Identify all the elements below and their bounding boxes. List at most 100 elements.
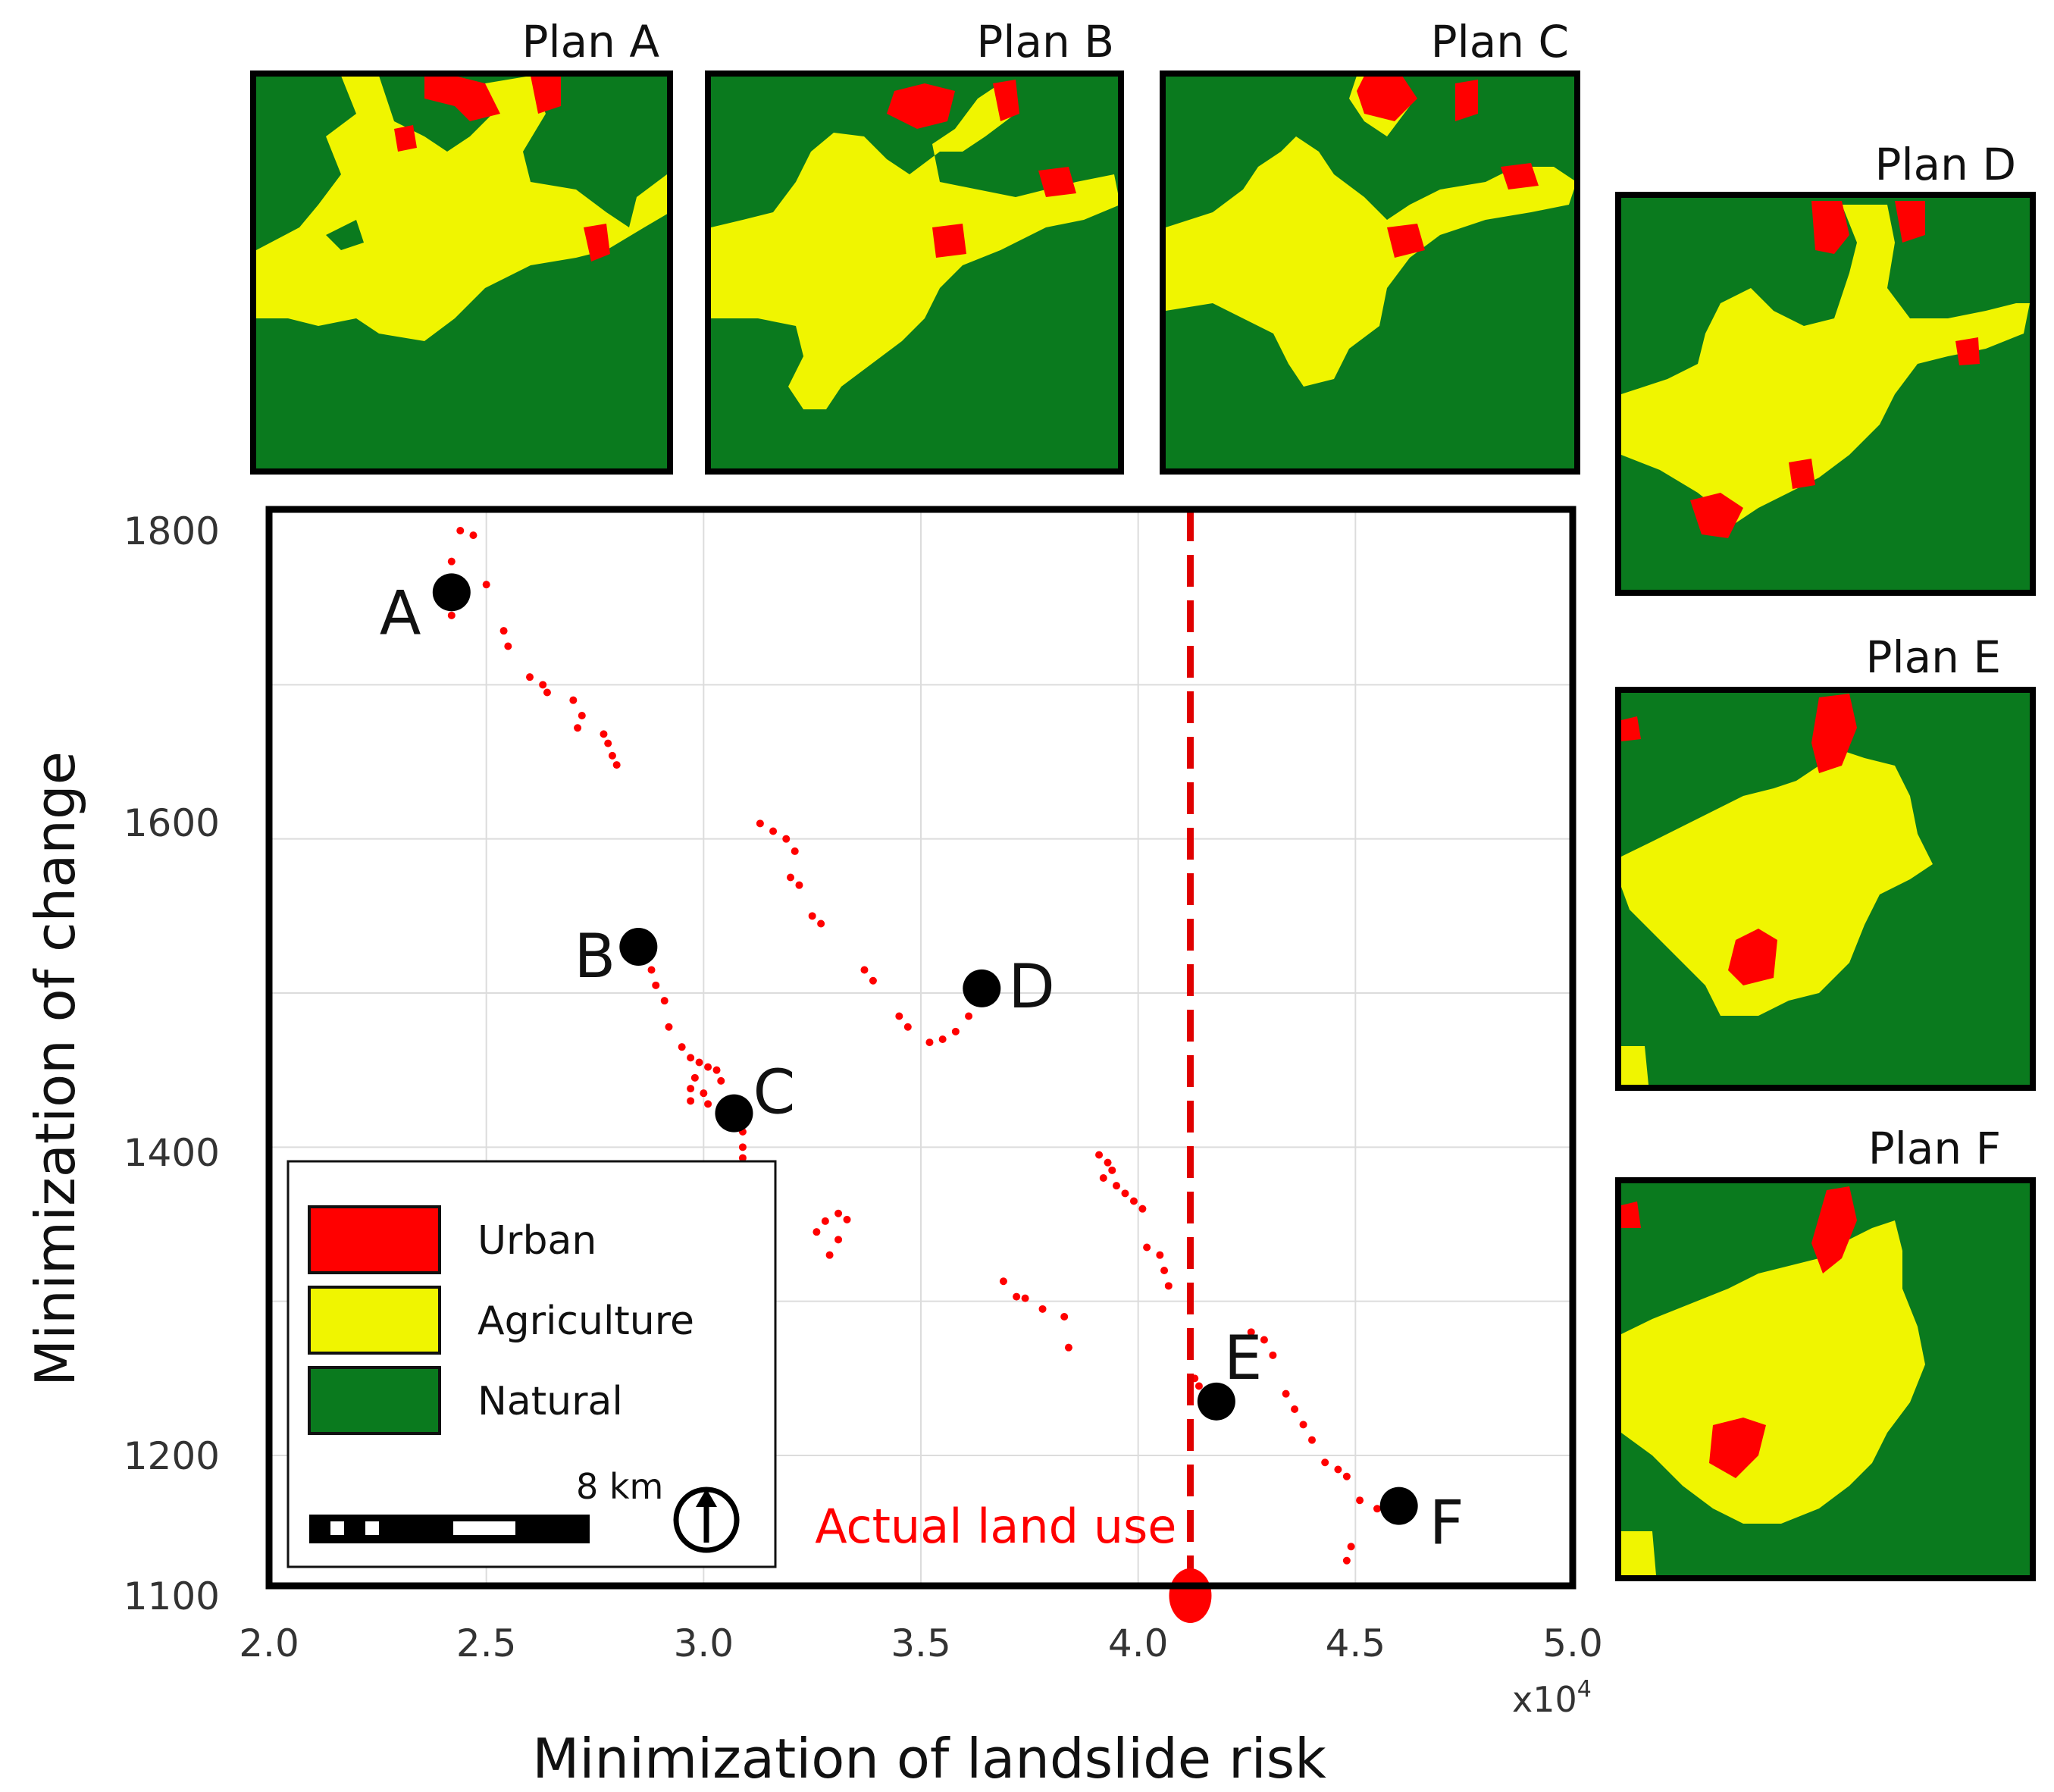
plan-marker-label-e: E [1224, 1323, 1263, 1393]
y-tick-label: 1800 [124, 509, 220, 553]
pareto-point [447, 557, 456, 565]
pareto-point [795, 881, 803, 889]
x-multiplier: x104 [1512, 1676, 1592, 1720]
pareto-point [1342, 1472, 1351, 1480]
x-axis-label: Minimization of landslide risk [532, 1727, 1326, 1790]
pareto-point [1099, 1174, 1107, 1182]
pareto-point [825, 1251, 834, 1259]
pareto-point [903, 1023, 912, 1031]
plan-marker-c [715, 1094, 753, 1133]
pareto-point [1247, 1328, 1255, 1336]
pareto-point [1108, 1166, 1116, 1174]
pareto-point [843, 1215, 851, 1223]
plan-map-d [1615, 192, 2036, 596]
actual-land-use-label: Actual land use [815, 1499, 1176, 1554]
pareto-point [1342, 1556, 1351, 1565]
pareto-point [817, 919, 825, 928]
pareto-point [690, 1073, 699, 1082]
plan-map-f [1615, 1177, 2036, 1581]
x-tick-label: 4.5 [1326, 1621, 1386, 1665]
pareto-point [1013, 1292, 1021, 1301]
pareto-point [791, 847, 799, 855]
pareto-point [678, 1043, 686, 1051]
x-tick-label: 3.5 [891, 1621, 951, 1665]
pareto-point [869, 976, 877, 985]
pareto-point [569, 696, 578, 704]
pareto-point [951, 1027, 960, 1035]
pareto-point [1356, 1496, 1364, 1505]
legend-label-natural: Natural [477, 1379, 623, 1424]
pareto-point [895, 1012, 903, 1020]
pareto-point [665, 1023, 673, 1031]
pareto-point [1347, 1543, 1355, 1551]
legend-swatch-natural [308, 1366, 441, 1435]
pareto-point [652, 981, 660, 989]
x-axis-ticks: 2.0 2.5 3.0 3.5 4.0 4.5 5.0 [239, 1621, 1603, 1665]
pareto-point [1143, 1243, 1151, 1252]
x-tick-label: 2.0 [239, 1621, 299, 1665]
pareto-point [695, 1058, 703, 1067]
plan-map-b [705, 70, 1124, 475]
pareto-point [1269, 1351, 1277, 1359]
plan-marker-e [1197, 1382, 1235, 1421]
plan-marker-label-c: C [753, 1057, 795, 1128]
y-tick-label: 1600 [124, 801, 220, 845]
actual-land-use-marker [1169, 1568, 1212, 1623]
pareto-point [1104, 1158, 1112, 1167]
pareto-point [687, 1097, 695, 1105]
scale-bar-label: 8 km [576, 1466, 663, 1507]
pareto-point [738, 1154, 747, 1162]
pareto-point [1156, 1251, 1164, 1259]
pareto-point [782, 835, 791, 843]
x-tick-label: 3.0 [674, 1621, 734, 1665]
legend: Urban Agriculture Natural 8 km [286, 1160, 777, 1568]
pareto-point [860, 966, 869, 974]
pareto-point [965, 1012, 973, 1020]
pareto-point [1195, 1382, 1203, 1390]
pareto-point [769, 827, 778, 835]
pareto-point [647, 966, 656, 974]
pareto-point [539, 681, 547, 689]
pareto-point [925, 1039, 934, 1047]
pareto-point [808, 912, 816, 920]
pareto-point [1095, 1151, 1104, 1159]
legend-swatch-agriculture [308, 1286, 441, 1355]
pareto-point [1164, 1282, 1173, 1290]
pareto-point [717, 1076, 725, 1085]
plan-title-e: Plan E [1866, 631, 2001, 683]
y-axis-ticks: 1100 1200 1400 1600 1800 [124, 509, 220, 1618]
legend-swatch-urban [308, 1205, 441, 1274]
plan-marker-label-a: A [380, 578, 421, 648]
pareto-point [608, 751, 616, 760]
plan-map-e [1615, 687, 2036, 1091]
pareto-point [1308, 1436, 1316, 1444]
pareto-point [1291, 1405, 1299, 1413]
pareto-point [787, 873, 794, 882]
pareto-point [1121, 1189, 1129, 1198]
grid [269, 509, 1573, 1586]
pareto-point [687, 1085, 695, 1093]
scale-bar [309, 1515, 590, 1543]
pareto-point [704, 1063, 712, 1071]
pareto-point [574, 724, 582, 732]
pareto-point [712, 1066, 721, 1074]
y-tick-label: 1200 [124, 1434, 220, 1478]
plan-map-a [250, 70, 673, 475]
plan-marker-d [963, 969, 1001, 1007]
pareto-point [687, 1054, 695, 1062]
pareto-point [526, 673, 534, 681]
pareto-point [612, 761, 621, 769]
pareto-point [1113, 1182, 1120, 1190]
pareto-point [1299, 1421, 1307, 1429]
pareto-point [482, 581, 490, 589]
pareto-point [999, 1277, 1007, 1286]
pareto-point [604, 739, 612, 747]
pareto-point [1160, 1267, 1169, 1274]
pareto-point [578, 712, 586, 719]
plan-title-b: Plan B [976, 16, 1114, 67]
pareto-point [834, 1236, 843, 1244]
pareto-point [447, 611, 456, 619]
pareto-point [1373, 1505, 1381, 1513]
x-tick-label: 4.0 [1108, 1621, 1169, 1665]
plan-title-f: Plan F [1868, 1123, 2001, 1174]
